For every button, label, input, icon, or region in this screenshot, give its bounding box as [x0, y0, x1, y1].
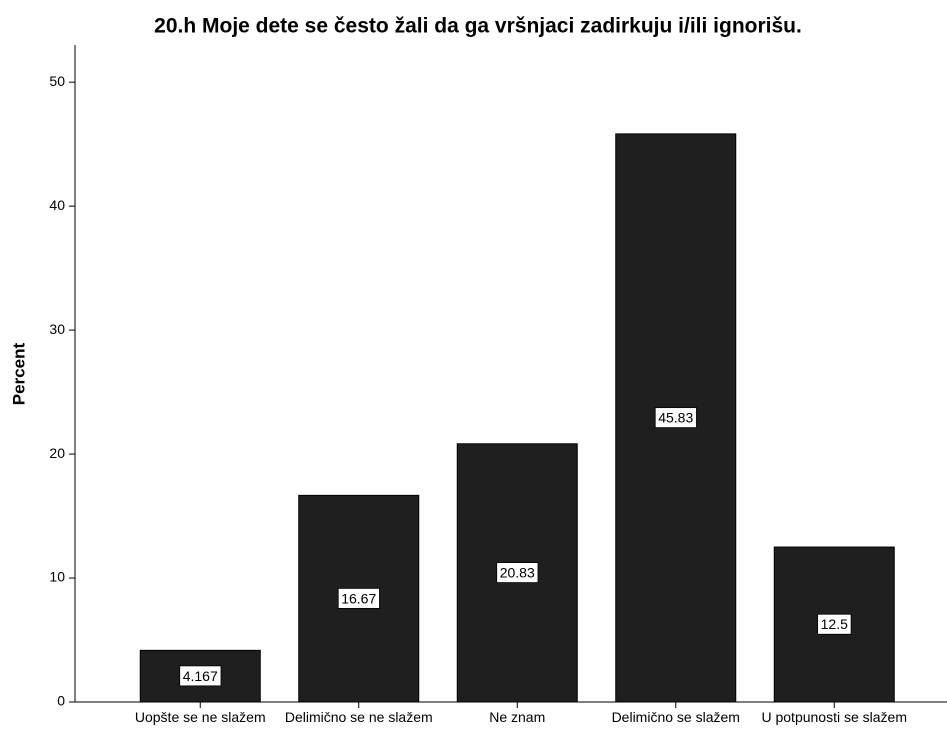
y-axis-label: Percent: [9, 342, 28, 405]
data-label-box: [496, 562, 539, 583]
y-tick-label: 40: [49, 197, 65, 213]
y-tick-label: 30: [49, 321, 65, 337]
data-label: 4.167: [183, 668, 218, 684]
y-tick-label: 10: [49, 569, 65, 585]
chart-title: 20.h Moje dete se često žali da ga vršnj…: [154, 15, 802, 38]
y-tick-label: 0: [57, 693, 65, 709]
y-tick-label: 20: [49, 445, 65, 461]
x-tick-label: Delimično se ne slažem: [284, 709, 433, 725]
x-tick-label: Uopšte se ne slažem: [134, 709, 266, 725]
data-label-box: [817, 613, 852, 635]
data-label-box: [654, 407, 697, 429]
data-label: 16.67: [341, 590, 376, 606]
x-tick-label: Delimično se slažem: [611, 709, 740, 725]
data-label-box: [179, 665, 222, 687]
x-tick-label: U potpunosti se slažem: [761, 709, 908, 725]
data-label: 20.83: [500, 565, 535, 581]
x-tick-label: Ne znam: [489, 709, 546, 725]
y-tick-label: 50: [49, 73, 65, 89]
bar: [139, 649, 261, 703]
data-label: 12.5: [821, 616, 848, 632]
data-label-box: [337, 587, 380, 609]
data-label: 45.83: [658, 410, 693, 426]
